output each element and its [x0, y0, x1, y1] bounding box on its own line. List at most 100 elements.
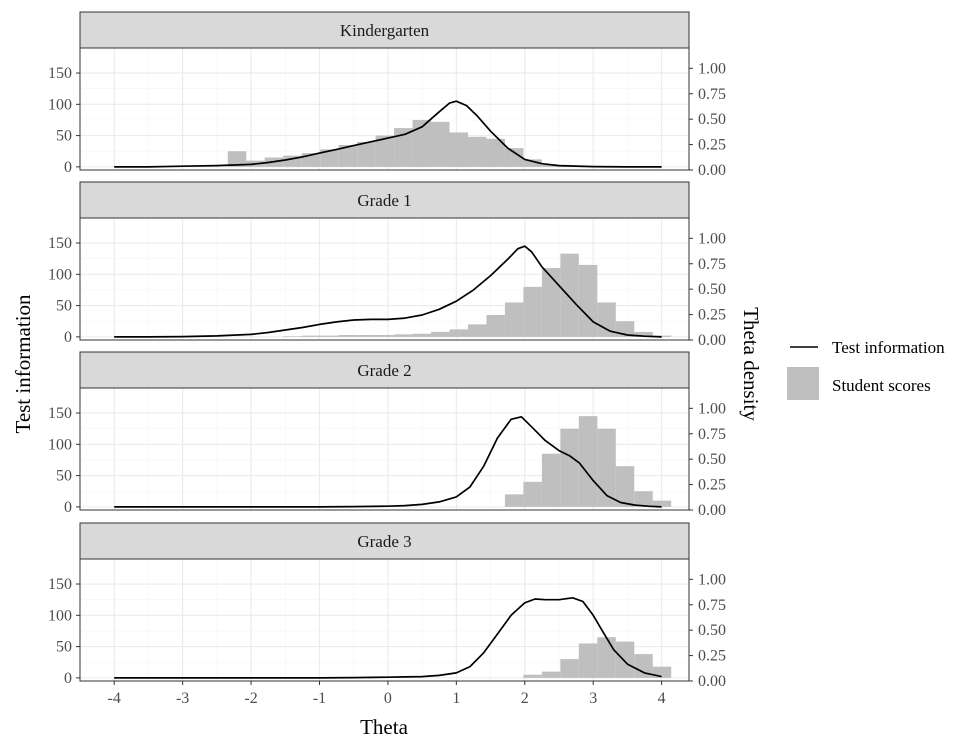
facet-strip — [79, 181, 690, 219]
histogram-bar — [467, 136, 487, 167]
histogram-bar — [597, 637, 616, 678]
y-tick-label-left: 50 — [56, 128, 72, 145]
test-information-line — [114, 415, 662, 508]
x-tick-label: 4 — [658, 690, 666, 707]
y-tick-label-right: 0.00 — [698, 162, 726, 179]
facet-title: Grade 3 — [357, 532, 411, 551]
histogram-bar — [431, 121, 450, 167]
histogram-bar — [541, 164, 561, 167]
histogram-bar — [523, 159, 542, 167]
y-tick-label-left: 100 — [48, 266, 72, 283]
x-tick-label: -3 — [176, 690, 189, 707]
x-tick-label: -4 — [108, 690, 121, 707]
y-tick-label-right: 0.50 — [698, 451, 726, 468]
histogram-bar — [449, 132, 468, 167]
facet-title: Grade 1 — [357, 191, 411, 210]
legend: Test information Student scores — [787, 338, 945, 400]
histogram-bar — [338, 144, 358, 167]
x-tick-label: -1 — [313, 690, 326, 707]
y-tick-label-right: 1.00 — [698, 230, 726, 247]
y-tick-label-left: 50 — [56, 468, 72, 485]
facet-grade-1: Grade 1 0 50 100 150 0.00 0.25 0.50 0.75 1.00 — [48, 181, 726, 349]
y-axis-title-right: Theta density — [739, 307, 763, 421]
test-information-line — [114, 245, 662, 338]
histogram-bar — [504, 494, 524, 507]
y-axis-title-left: Test information — [11, 294, 35, 434]
y-tick-label-right: 0.25 — [698, 137, 726, 154]
facet-panels: Kindergarten 0 50 100 150 0.00 0.25 0.50 0.75 1.0… — [48, 11, 726, 690]
facet-strip — [79, 11, 690, 49]
y-tick-label-left: 0 — [64, 329, 72, 346]
histogram-bar — [227, 151, 247, 167]
y-tick-label-right: 0.00 — [698, 502, 726, 519]
histogram-bar — [523, 481, 542, 507]
histogram-bar — [578, 643, 598, 678]
facet-title: Grade 2 — [357, 361, 411, 380]
histogram-bar — [431, 331, 450, 337]
x-axis-title: Theta — [360, 715, 408, 739]
y-tick-label-right: 0.75 — [698, 597, 726, 614]
panel-border — [79, 558, 690, 682]
y-tick-label-right: 1.00 — [698, 571, 726, 588]
histogram-bar — [504, 302, 524, 337]
y-tick-label-left: 0 — [64, 670, 72, 687]
y-tick-label-right: 0.75 — [698, 86, 726, 103]
histogram-bar — [652, 335, 672, 337]
histogram-bar — [523, 286, 542, 337]
y-tick-label-left: 100 — [48, 607, 72, 624]
legend-label-test-information: Test information — [832, 338, 945, 357]
y-tick-label-right: 0.25 — [698, 648, 726, 665]
y-tick-label-right: 0.25 — [698, 307, 726, 324]
histogram-bar — [412, 333, 432, 337]
y-tick-label-right: 0.00 — [698, 332, 726, 349]
x-tick-label: 0 — [384, 690, 392, 707]
y-tick-label-right: 0.50 — [698, 622, 726, 639]
y-tick-label-left: 150 — [48, 65, 72, 82]
y-tick-label-right: 1.00 — [698, 400, 726, 417]
panel-border — [79, 47, 690, 171]
facet-grade-3: Grade 3 0 50 100 150 0.00 0.25 0.50 0.75 1.00 — [48, 522, 726, 690]
panel-border — [79, 387, 690, 511]
x-tick-label: 3 — [589, 690, 597, 707]
histogram-bar — [560, 428, 579, 507]
histogram-bar — [283, 336, 302, 337]
histogram-bar — [652, 500, 672, 507]
histogram-bar — [412, 119, 432, 167]
y-tick-label-right: 0.00 — [698, 673, 726, 690]
histogram-bar — [375, 135, 395, 167]
y-tick-label-left: 50 — [56, 298, 72, 315]
histogram-bar — [283, 155, 302, 167]
histogram-bar — [375, 334, 395, 337]
test-information-line — [114, 596, 662, 679]
histogram-bar — [486, 138, 505, 167]
x-tick-label: 1 — [452, 690, 460, 707]
y-tick-label-right: 0.50 — [698, 111, 726, 128]
histogram-bar — [320, 335, 339, 337]
y-tick-label-left: 100 — [48, 96, 72, 113]
histogram-bar — [394, 128, 413, 167]
histogram-bar — [320, 149, 339, 167]
histogram-bar — [560, 253, 579, 337]
histogram-bar — [394, 334, 413, 337]
facet-kindergarten: Kindergarten 0 50 100 150 0.00 0.25 0.50 0.75 1.0… — [48, 11, 726, 179]
y-tick-label-left: 150 — [48, 405, 72, 422]
y-tick-label-left: 150 — [48, 576, 72, 593]
histogram-bar — [634, 491, 653, 507]
y-tick-label-left: 150 — [48, 235, 72, 252]
histogram-bar — [578, 416, 598, 507]
panel-border — [79, 217, 690, 341]
histogram-bar — [357, 334, 376, 337]
histogram-bar — [541, 268, 561, 337]
y-tick-label-right: 0.75 — [698, 426, 726, 443]
histogram-bar — [634, 331, 653, 337]
histogram-bar — [523, 674, 542, 678]
histogram-bar — [560, 659, 579, 678]
histogram-bar — [467, 324, 487, 337]
y-tick-label-left: 0 — [64, 499, 72, 516]
histogram-bar — [597, 428, 616, 507]
y-tick-label-right: 0.50 — [698, 281, 726, 298]
histogram-bar — [652, 666, 672, 678]
y-tick-label-left: 0 — [64, 159, 72, 176]
y-tick-label-right: 0.75 — [698, 256, 726, 273]
